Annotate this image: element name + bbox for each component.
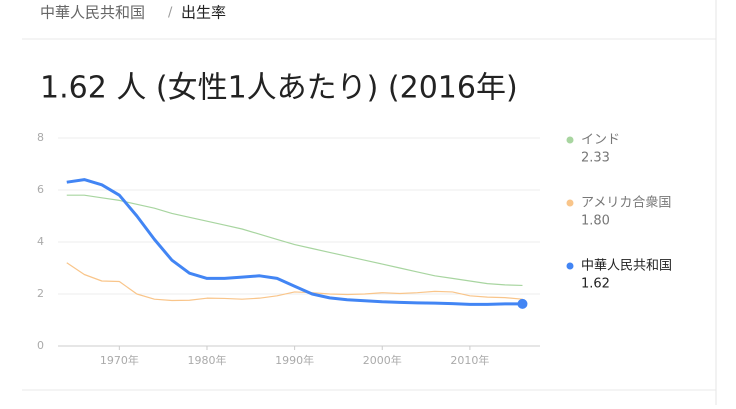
y-tick-label: 2 [37, 287, 44, 300]
x-tick-label: 1990年 [275, 353, 314, 367]
y-tick-label: 8 [37, 131, 44, 144]
y-tick-label: 4 [37, 235, 44, 248]
breadcrumb-topic: 出生率 [181, 4, 226, 22]
headline: 1.62 人 (女性1人あたり) (2016年) [40, 71, 518, 106]
legend-dot [566, 136, 574, 144]
series-line [66, 194, 523, 287]
y-tick-label: 6 [37, 183, 44, 196]
end-point [517, 298, 528, 309]
legend-value: 1.62 [581, 277, 610, 292]
legend-name: インド [581, 133, 620, 148]
legend-value: 2.33 [581, 151, 610, 166]
x-tick-label: 2010年 [450, 353, 489, 367]
series-line [66, 262, 523, 302]
legend-name: 中華人民共和国 [581, 259, 672, 274]
series-line [66, 178, 523, 306]
x-tick-label: 1970年 [100, 353, 139, 367]
legend-dot [566, 262, 574, 270]
x-tick-label: 1980年 [187, 353, 226, 367]
breadcrumb-separator: / [168, 6, 173, 21]
x-tick-label: 2000年 [363, 353, 402, 367]
y-tick-label: 0 [37, 339, 44, 352]
legend-dot [566, 199, 574, 207]
breadcrumb-country[interactable]: 中華人民共和国 [40, 4, 145, 22]
legend-name: アメリカ合衆国 [581, 195, 671, 211]
legend-value: 1.80 [581, 214, 610, 229]
